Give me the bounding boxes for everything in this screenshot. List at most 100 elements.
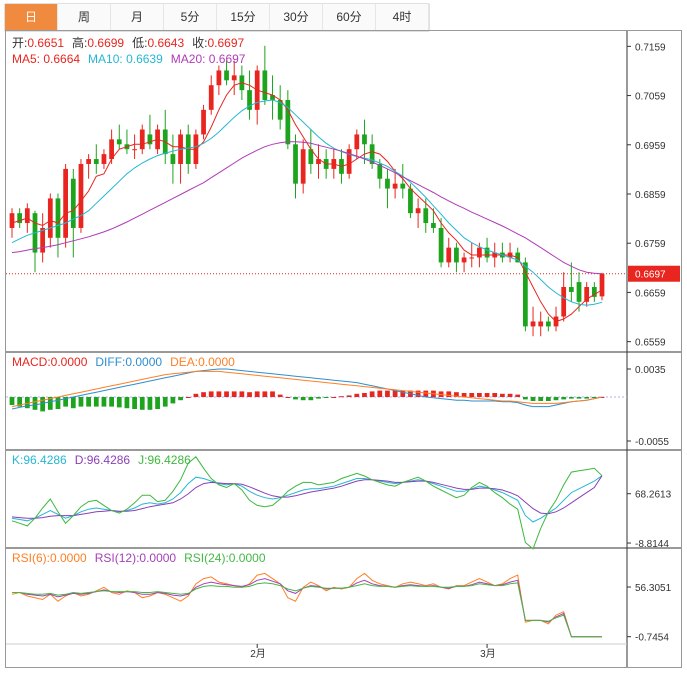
kdj-tick-label: -8.8144 bbox=[635, 539, 669, 550]
macd-bar bbox=[369, 391, 375, 397]
kdj-legend-label: D:96.4286 bbox=[75, 453, 131, 467]
candle bbox=[523, 262, 528, 327]
macd-bar bbox=[47, 397, 53, 410]
macd-bar bbox=[316, 397, 321, 399]
ma20-line bbox=[11, 141, 603, 275]
candle bbox=[369, 144, 375, 164]
ohlc-value: 0.6651 bbox=[27, 36, 64, 50]
macd-bar bbox=[323, 397, 329, 398]
macd-bar bbox=[523, 397, 528, 400]
macd-bar bbox=[584, 397, 590, 399]
candle bbox=[17, 213, 23, 224]
rsi-tick-label: -0.7454 bbox=[635, 633, 669, 644]
macd-bar bbox=[63, 397, 69, 407]
macd-legend-label: DEA:0.0000 bbox=[170, 355, 235, 369]
candle bbox=[101, 154, 107, 164]
tab-1[interactable]: 周 bbox=[58, 4, 111, 31]
d-line bbox=[11, 475, 603, 519]
macd-bar bbox=[224, 391, 229, 397]
tab-4[interactable]: 15分 bbox=[217, 4, 270, 31]
candle bbox=[139, 129, 145, 150]
macd-bar bbox=[446, 391, 452, 397]
current-price-badge bbox=[628, 265, 680, 282]
candle bbox=[385, 178, 390, 189]
macd-bar bbox=[55, 397, 61, 409]
macd-legend-label: MACD:0.0000 bbox=[12, 355, 88, 369]
candle bbox=[308, 149, 314, 164]
candle bbox=[270, 95, 275, 100]
candle bbox=[93, 159, 99, 164]
j-line bbox=[11, 456, 603, 550]
rsi-legend-label: RSI(12):0.0000 bbox=[95, 551, 177, 565]
macd-bar bbox=[515, 394, 521, 397]
ohlc-label: 低: bbox=[132, 36, 147, 50]
tab-7[interactable]: 4时 bbox=[376, 4, 429, 31]
rsi-legend-label: RSI(6):0.0000 bbox=[12, 551, 87, 565]
macd-bar bbox=[553, 397, 559, 401]
macd-bar bbox=[32, 397, 38, 410]
ohlc-value: 0.6697 bbox=[207, 36, 244, 50]
time-tick-label: 3月 bbox=[480, 648, 496, 660]
ma-legend-label: MA20: 0.6697 bbox=[171, 52, 246, 66]
candle bbox=[415, 208, 421, 214]
tab-5[interactable]: 30分 bbox=[270, 4, 323, 31]
tab-3[interactable]: 5分 bbox=[164, 4, 217, 31]
macd-bar bbox=[561, 397, 567, 400]
macd-bar bbox=[331, 397, 337, 398]
candle bbox=[109, 139, 114, 160]
candle bbox=[55, 198, 61, 238]
macd-bar bbox=[293, 397, 298, 400]
candle bbox=[538, 321, 544, 327]
rsi24-line bbox=[12, 582, 602, 638]
candle bbox=[86, 159, 91, 164]
candle bbox=[568, 287, 574, 292]
tab-6[interactable]: 60分 bbox=[323, 4, 376, 31]
candle bbox=[47, 198, 53, 238]
macd-bar bbox=[101, 397, 107, 407]
macd-bar bbox=[300, 397, 306, 401]
macd-bar bbox=[530, 397, 536, 401]
candle bbox=[530, 321, 536, 327]
candle bbox=[247, 90, 252, 110]
macd-bar bbox=[346, 395, 352, 397]
candle bbox=[216, 70, 222, 86]
macd-bar bbox=[162, 397, 168, 407]
candle bbox=[170, 154, 176, 164]
candle bbox=[446, 247, 452, 263]
macd-bar bbox=[492, 393, 498, 397]
candle bbox=[392, 183, 398, 189]
candle bbox=[377, 163, 383, 179]
candle bbox=[201, 109, 206, 135]
price-tick-label: 0.7159 bbox=[635, 42, 666, 53]
macd-bar bbox=[139, 397, 145, 410]
ohlc-value: 0.6643 bbox=[147, 36, 184, 50]
macd-bar bbox=[477, 393, 482, 397]
candle bbox=[408, 188, 413, 214]
macd-bar bbox=[461, 393, 467, 397]
candlestick-chart[interactable]: 0.7159 0.7059 0.6959 0.6859 0.6759 0.6659 0.65… bbox=[6, 31, 681, 667]
macd-bar bbox=[70, 397, 76, 409]
candle bbox=[40, 227, 46, 253]
candle bbox=[599, 273, 605, 297]
price-tick-label: 0.6759 bbox=[635, 239, 666, 250]
candle bbox=[469, 257, 475, 259]
rsi-legend-label: RSI(24):0.0000 bbox=[184, 551, 266, 565]
macd-bar bbox=[201, 392, 206, 397]
tab-0[interactable]: 日 bbox=[5, 4, 58, 31]
candle bbox=[576, 282, 582, 302]
macd-bar bbox=[247, 392, 252, 397]
macd-bar bbox=[216, 391, 222, 397]
macd-bar bbox=[239, 391, 245, 397]
macd-bar bbox=[454, 392, 459, 397]
candle bbox=[423, 208, 429, 224]
macd-bar bbox=[86, 397, 91, 407]
candle bbox=[561, 287, 567, 317]
macd-bar bbox=[17, 397, 23, 407]
macd-bar bbox=[339, 396, 344, 398]
candle bbox=[461, 257, 467, 263]
ma-legend-label: MA5: 0.6664 bbox=[12, 52, 80, 66]
kdj-tick-label: 68.2613 bbox=[635, 490, 672, 501]
candle bbox=[477, 247, 482, 258]
tab-2[interactable]: 月 bbox=[111, 4, 164, 31]
macd-bar bbox=[9, 397, 15, 405]
